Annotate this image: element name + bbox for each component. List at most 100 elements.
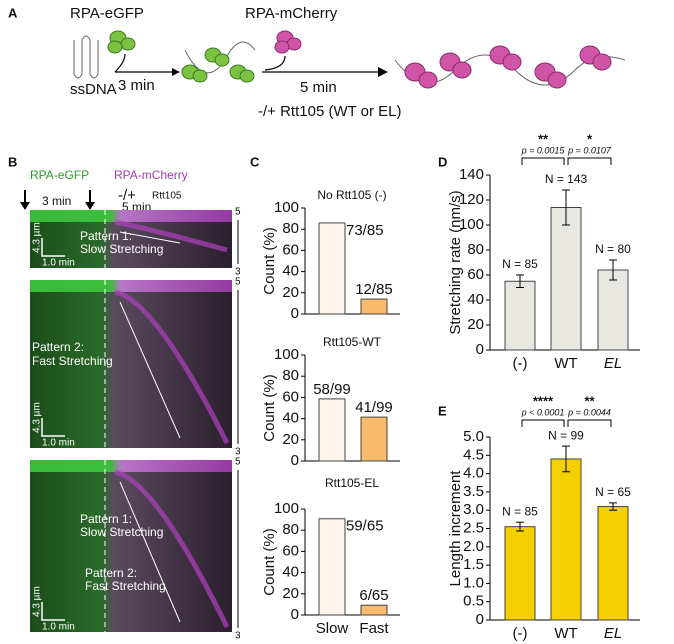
y-tick-label: 80	[282, 367, 299, 384]
arrow	[114, 53, 172, 73]
y-tick-label: 0.5	[463, 593, 484, 610]
mcherry-protein	[274, 30, 302, 54]
x-tick-label: (-)	[513, 355, 528, 372]
significance-bracket	[521, 157, 565, 165]
signal	[30, 460, 232, 472]
p-value: p = 0.0044	[567, 407, 611, 417]
bar	[504, 280, 536, 351]
stretch	[114, 469, 230, 629]
gfp-protein	[181, 47, 255, 83]
y-tick-label: 2.5	[463, 519, 484, 536]
scale-label: 1.0 min	[42, 622, 75, 633]
kymograph	[30, 280, 232, 448]
y-tick-label: 0	[476, 611, 484, 628]
significance-bracket	[567, 419, 612, 427]
scale-bar	[41, 418, 65, 437]
arrow	[119, 231, 181, 244]
y-tick-label: 20	[282, 431, 299, 448]
significance-stars: **	[538, 131, 549, 146]
pattern-label: Pattern 2:	[32, 340, 84, 354]
y-tick-label: 0	[476, 341, 484, 358]
p-value: p = 0.0015	[521, 145, 566, 155]
label: Rtt105	[152, 191, 182, 202]
scale-bar	[41, 238, 65, 257]
panel-letter: C	[250, 154, 260, 169]
n-label: N = 65	[595, 485, 631, 499]
y-tick-label: 0	[291, 606, 299, 623]
position-label: 3	[235, 631, 241, 642]
x-tick-label: WT	[554, 625, 577, 642]
bar	[318, 222, 346, 315]
significance-bracket	[521, 419, 565, 427]
arrowhead	[378, 67, 388, 77]
gfp-protein	[107, 30, 136, 54]
y-tick-label: 5.0	[463, 428, 484, 445]
signal	[30, 280, 232, 292]
position-label: 3	[235, 447, 241, 458]
x-tick-label: EL	[604, 625, 622, 642]
value-label: 73/85	[346, 222, 384, 239]
arrowhead	[172, 68, 180, 76]
pattern-label: Slow Stretching	[80, 242, 163, 256]
stretch	[114, 219, 228, 253]
chart-title: Rtt105-EL	[325, 476, 379, 490]
value-label: 58/99	[313, 381, 351, 398]
chart-title: Rtt105-WT	[323, 335, 382, 349]
error-bar	[609, 502, 617, 511]
label: RPA-mCherry	[245, 5, 338, 22]
arrow	[119, 301, 181, 439]
bar	[360, 298, 388, 315]
value-label: 41/99	[355, 399, 393, 416]
y-tick-label: 100	[459, 216, 484, 233]
y-axis-label: Stretching rate (nm/s)	[447, 190, 464, 334]
arrowhead	[20, 202, 30, 210]
y-axis-label: Length increment	[447, 470, 464, 587]
y-tick-label: 2.0	[463, 538, 484, 555]
position-label: 3	[235, 267, 241, 278]
y-tick-label: 3.5	[463, 483, 484, 500]
y-tick-label: 20	[282, 585, 299, 602]
x-tick-label: EL	[604, 355, 622, 372]
pattern-label: Pattern 2:	[85, 566, 137, 580]
y-tick-label: 100	[274, 500, 299, 517]
y-tick-label: 120	[459, 191, 484, 208]
y-tick-label: 4.0	[463, 465, 484, 482]
y-tick-label: 1.0	[463, 574, 484, 591]
n-label: N = 85	[502, 257, 538, 271]
n-label: N = 85	[502, 504, 538, 518]
error-bar	[516, 521, 524, 532]
error-bar	[609, 259, 617, 281]
y-axis-label: Count (%)	[261, 227, 278, 295]
label: 3 min	[42, 194, 71, 208]
bar	[318, 398, 346, 462]
x-tick-label: WT	[554, 355, 577, 372]
bar	[360, 416, 388, 462]
position-label: 5	[235, 207, 241, 218]
error-bar	[516, 274, 524, 288]
y-tick-label: 100	[274, 346, 299, 363]
position-label: 5	[235, 457, 241, 468]
position-label: 5	[235, 277, 241, 288]
bar	[597, 506, 629, 621]
mcherry-protein	[404, 45, 612, 89]
arrow	[262, 55, 378, 73]
y-tick-label: 60	[467, 266, 484, 283]
ssdna	[73, 35, 99, 79]
label: 3 min	[118, 77, 155, 94]
y-tick-label: 40	[282, 263, 299, 280]
x-tick-label: (-)	[513, 625, 528, 642]
pattern-label: Pattern 1:	[80, 512, 132, 526]
x-tick-label: Slow	[316, 620, 349, 637]
y-tick-label: 4.5	[463, 446, 484, 463]
error-bar	[562, 189, 570, 226]
pattern-label: Pattern 1:	[80, 229, 132, 243]
scale-label: 1.0 min	[42, 258, 75, 269]
pattern-label: Fast Stretching	[32, 354, 113, 368]
scale-bar	[41, 602, 65, 621]
y-tick-label: 80	[282, 521, 299, 538]
y-tick-label: 100	[274, 199, 299, 216]
label: -/+ Rtt105 (WT or EL)	[258, 103, 402, 120]
n-label: N = 80	[595, 242, 631, 256]
arrow	[24, 190, 91, 204]
